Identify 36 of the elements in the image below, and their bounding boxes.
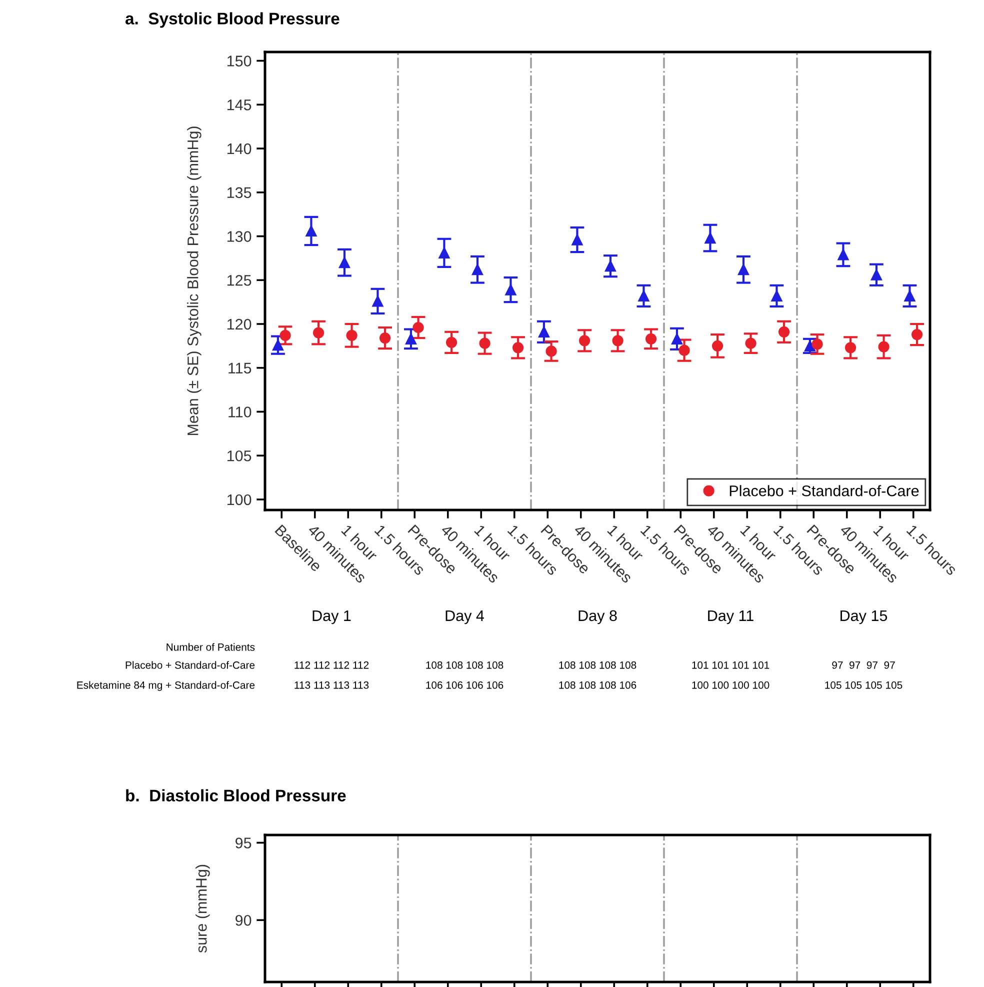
y-tick-label: 130 [227,231,252,242]
text: Day 8 [578,610,617,624]
y-tick-label: 150 [227,56,252,66]
y-tick-label: 140 [227,143,252,154]
text: 112 112 112 112 [294,661,369,669]
text: 101 101 101 101 [692,661,770,669]
text: Placebo + Standard-of-Care [126,661,255,669]
text: Day 11 [708,610,754,624]
chart-title: b. Diastolic Blood Pressure [126,789,346,802]
y-tick-label: 115 [228,362,252,374]
y-tick-label: 105 [227,450,252,462]
text: 100 100 100 100 [692,681,770,689]
y-axis-title: sure (mmHg) [196,864,210,953]
y-tick-label: 135 [227,187,252,198]
text: Number of Patients [166,643,255,651]
text: 105 105 105 105 [825,681,902,689]
y-tick-label: 120 [227,318,252,330]
y-tick-label: 125 [227,274,252,286]
y-tick-label: 110 [228,406,252,418]
y-axis-title: Mean (± SE) Systolic Blood Pressure (mmHg) [187,126,202,436]
y-tick-label: 90 [236,914,252,926]
text: 108 108 108 108 [559,661,636,669]
text: 108 108 108 106 [559,681,636,689]
text: Day 1 [312,610,351,624]
text: 113 113 113 113 [294,681,369,689]
text: Day 4 [446,610,484,624]
y-tick-label: 100 [227,494,252,506]
text: Esketamine 84 mg + Standard-of-Care [77,681,255,691]
y-tick-label: 145 [227,100,252,110]
y-tick-label: 95 [236,838,252,848]
text: 97 97 97 97 [832,661,895,669]
text: 108 108 108 108 [426,661,504,669]
text: Day 15 [840,610,888,624]
text: 106 106 106 106 [426,681,504,689]
legend-label: Placebo + Standard-of-Care [730,485,919,496]
chart-title: a. Systolic Blood Pressure [125,12,340,28]
